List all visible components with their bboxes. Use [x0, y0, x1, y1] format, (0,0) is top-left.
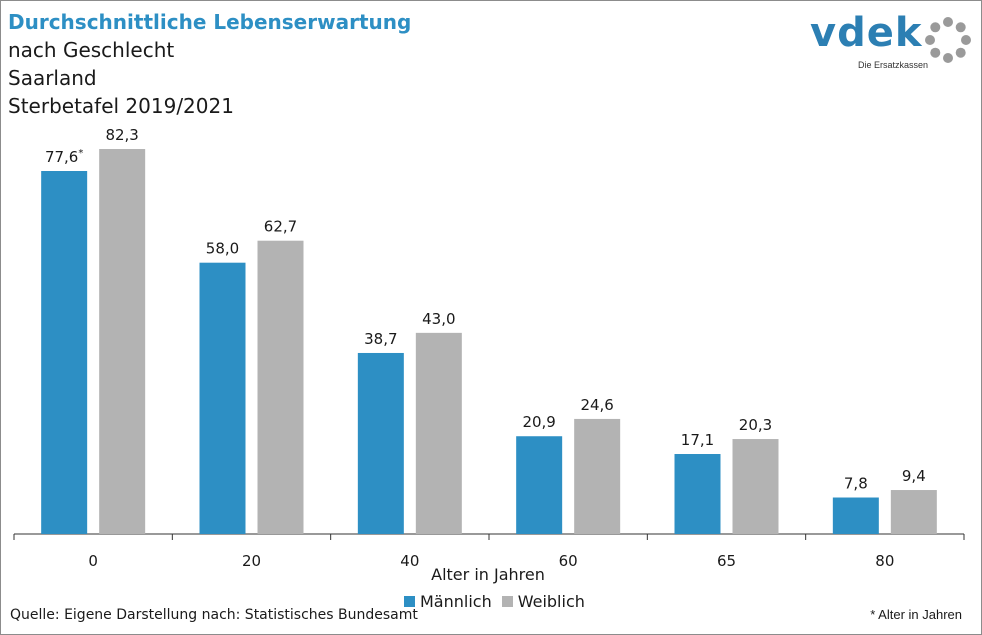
bar-male	[357, 352, 404, 534]
chart-subtitle-region: Saarland	[8, 66, 97, 90]
legend-swatch-male	[404, 596, 415, 607]
bar-chart: 0 77,6* 82,3 20 58,0 62,7 40 38,7 43,0 60 20,9 24,6…	[13, 126, 965, 584]
bar-male	[41, 171, 88, 534]
data-label: 9,4	[902, 467, 926, 485]
x-tick-label: 60	[559, 552, 578, 570]
x-tick-label: 65	[717, 552, 736, 570]
legend: Männlich Weiblich	[404, 592, 595, 611]
data-label: 82,3	[105, 126, 138, 144]
bar-male	[832, 497, 879, 534]
x-tick-label: 20	[242, 552, 261, 570]
x-tick-label: 40	[400, 552, 419, 570]
data-label: 43,0	[422, 310, 455, 328]
chart-subtitle-table: Sterbetafel 2019/2021	[8, 94, 234, 118]
footnote: * Alter in Jahren	[870, 607, 962, 622]
data-label: 17,1	[681, 431, 714, 449]
x-tick-label: 80	[875, 552, 894, 570]
legend-label-male: Männlich	[420, 592, 492, 611]
bar-female	[257, 240, 304, 534]
x-tick-label: 0	[88, 552, 98, 570]
logo-tagline: Die Ersatzkassen	[858, 60, 929, 70]
bar-female	[415, 332, 462, 534]
vdek-logo: vdek Die Ersatzkassen	[806, 10, 976, 74]
data-label: 77,6*	[45, 148, 83, 166]
x-axis-title: Alter in Jahren	[431, 565, 545, 584]
chart-title: Durchschnittliche Lebenserwartung	[8, 10, 412, 34]
data-label: 20,3	[739, 416, 772, 434]
data-label: 7,8	[844, 475, 868, 493]
data-label: 24,6	[580, 396, 613, 414]
bar-female	[99, 149, 146, 534]
data-label: 20,9	[522, 413, 555, 431]
source-note: Quelle: Eigene Darstellung nach: Statist…	[10, 607, 418, 623]
bar-male	[516, 436, 563, 534]
bar-female	[574, 418, 621, 534]
bar-female	[890, 490, 937, 534]
logo-wordmark: vdek	[810, 10, 923, 56]
legend-swatch-female	[501, 596, 513, 607]
data-label: 38,7	[364, 330, 397, 348]
data-label: 58,0	[206, 240, 239, 258]
bar-male	[199, 262, 246, 534]
title-block: Durchschnittliche Lebenserwartung nach G…	[8, 8, 411, 120]
legend-label-female: Weiblich	[517, 592, 585, 611]
legend-item-male: Männlich	[404, 592, 492, 611]
legend-item-female: Weiblich	[501, 592, 585, 611]
chart-subtitle-gender: nach Geschlecht	[8, 38, 175, 62]
bar-male	[674, 454, 721, 534]
logo-ring-icon	[925, 17, 971, 63]
data-label: 62,7	[264, 218, 297, 236]
bar-female	[732, 439, 779, 534]
